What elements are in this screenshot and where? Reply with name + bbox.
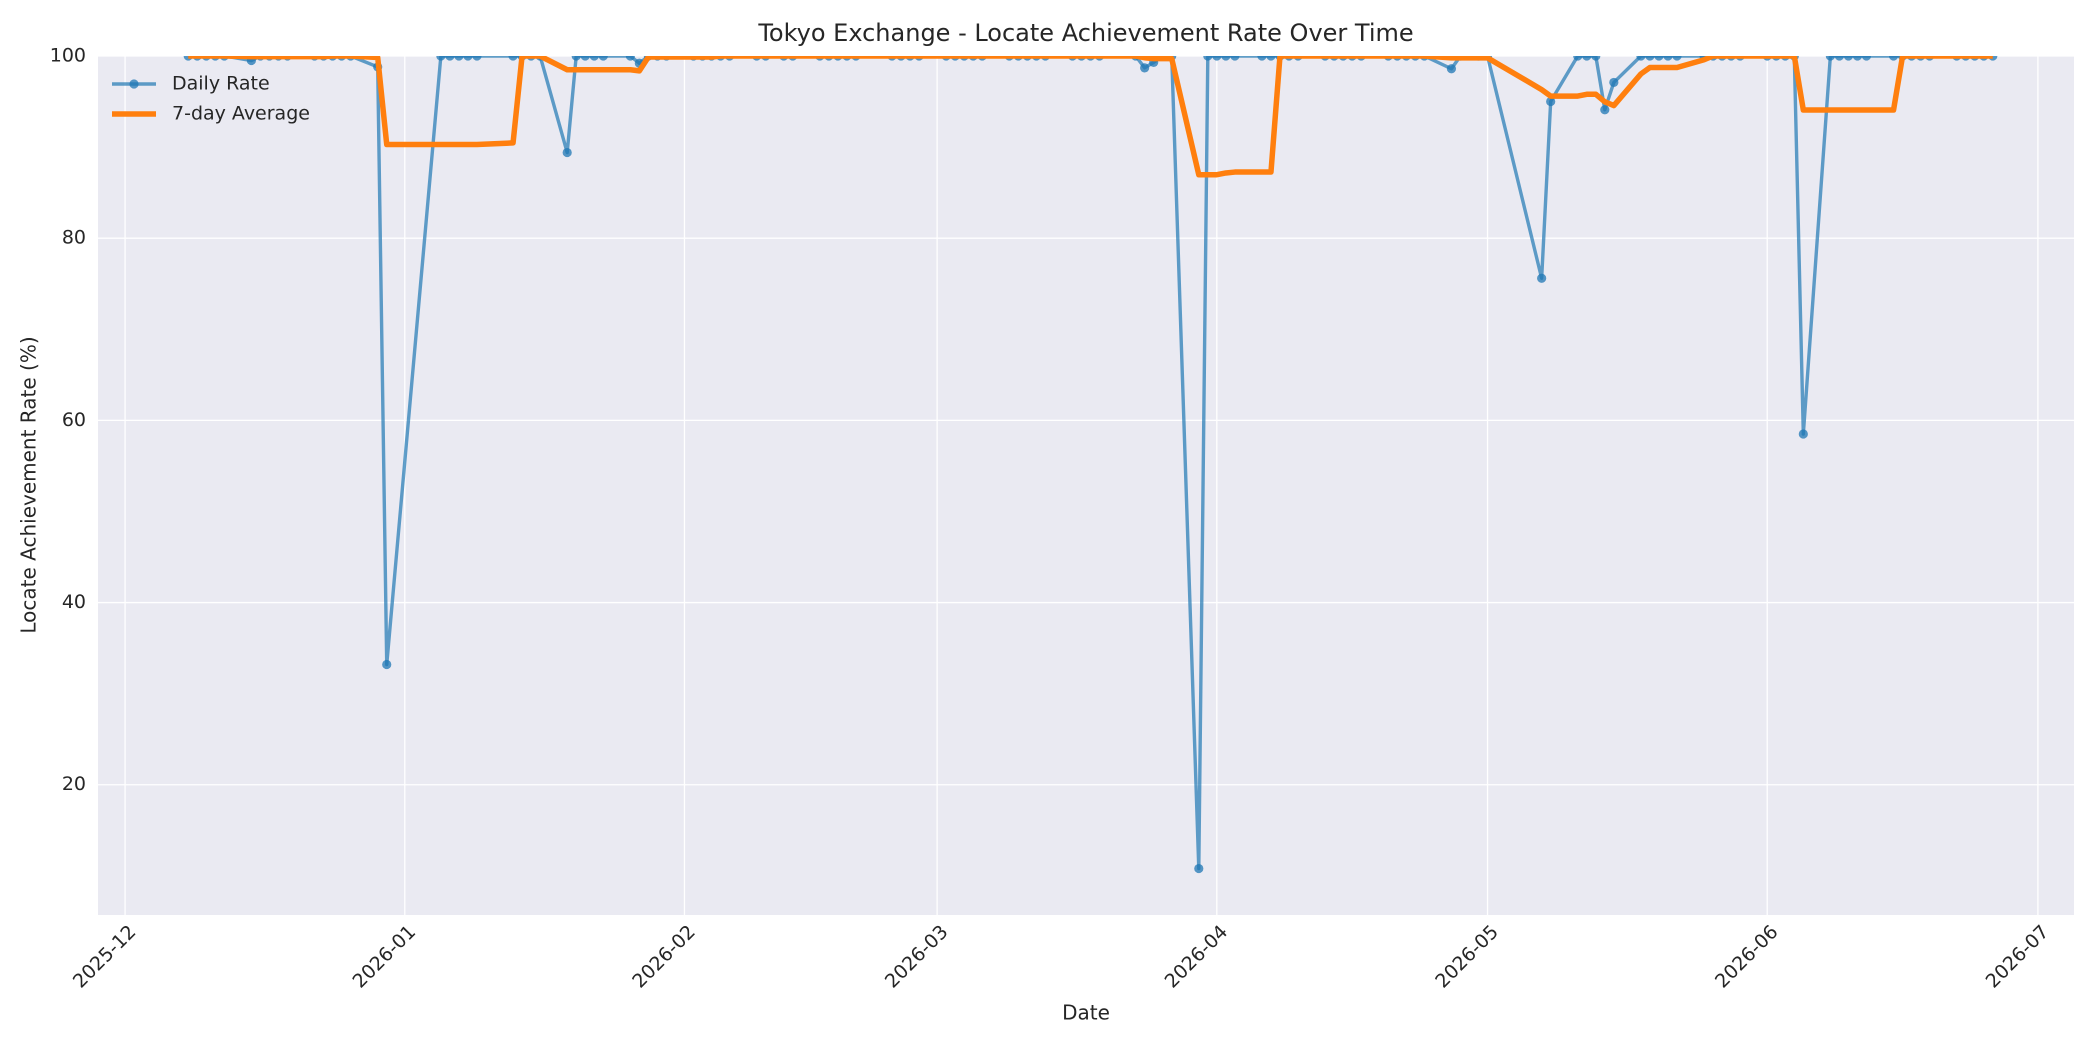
data-point [1843,56,1854,61]
legend-marker [129,79,139,89]
data-point [1798,429,1808,439]
data-point [445,56,455,61]
data-point [1861,56,1872,61]
legend-label: Daily Rate [172,73,270,95]
data-point [1194,863,1204,874]
data-point [382,659,392,670]
data-point [1888,56,1899,61]
plot-area [98,56,2074,915]
data-point [571,56,581,61]
data-point [1546,96,1556,107]
data-point [436,56,446,61]
data-point [1852,56,1863,61]
chart-title: Tokyo Exchange - Locate Achievement Rate… [757,19,1413,47]
data-point [472,56,482,61]
series-line [188,56,1993,178]
legend: Daily Rate 7-day Average [112,73,310,125]
data-point [562,147,572,158]
data-point [1600,105,1610,115]
data-point [1825,56,1835,61]
data-point [1257,56,1267,61]
legend-label: 7-day Average [172,103,310,125]
x-tick-label: 2026-07 [1982,921,2054,993]
data-point [1221,56,1231,61]
data-point [1672,56,1682,61]
x-tick-label: 2026-03 [881,921,953,993]
x-tick-label: 2026-05 [1431,921,1503,993]
y-tick-label: 60 [62,409,86,431]
data-point [1140,63,1150,73]
data-point [580,56,590,61]
data-point [454,56,464,61]
data-point [1609,77,1619,88]
data-point [625,56,635,61]
data-point [589,56,599,61]
data-point [1203,56,1213,61]
y-tick-label: 80 [62,227,86,249]
data-point [1636,56,1646,61]
data-point [1446,64,1457,74]
data-point [1834,56,1845,61]
y-axis-label: Locate Achievement Rate (%) [17,336,41,633]
x-tick-label: 2025-12 [69,921,141,993]
x-tick-label: 2026-02 [628,921,700,993]
data-point [1663,56,1673,61]
data-point [1582,56,1592,61]
y-tick-label: 40 [62,591,86,613]
x-tick-label: 2026-06 [1711,921,1783,993]
data-point [1591,56,1601,61]
x-tick-label: 2026-01 [349,921,421,993]
data-point [1654,56,1664,61]
y-tick-label: 100 [50,45,86,67]
x-axis-label: Date [1062,1001,1110,1025]
data-point [1537,273,1547,283]
data-point [1645,56,1655,61]
x-tick-label: 2026-04 [1161,921,1233,993]
data-point [1212,56,1222,61]
y-tick-label: 20 [62,773,86,795]
data-point [508,56,518,61]
data-point [1230,56,1240,61]
data-point [463,56,473,61]
data-point [598,56,608,61]
marks [183,56,1998,874]
data-point [1266,56,1276,61]
data-point [1573,56,1583,61]
